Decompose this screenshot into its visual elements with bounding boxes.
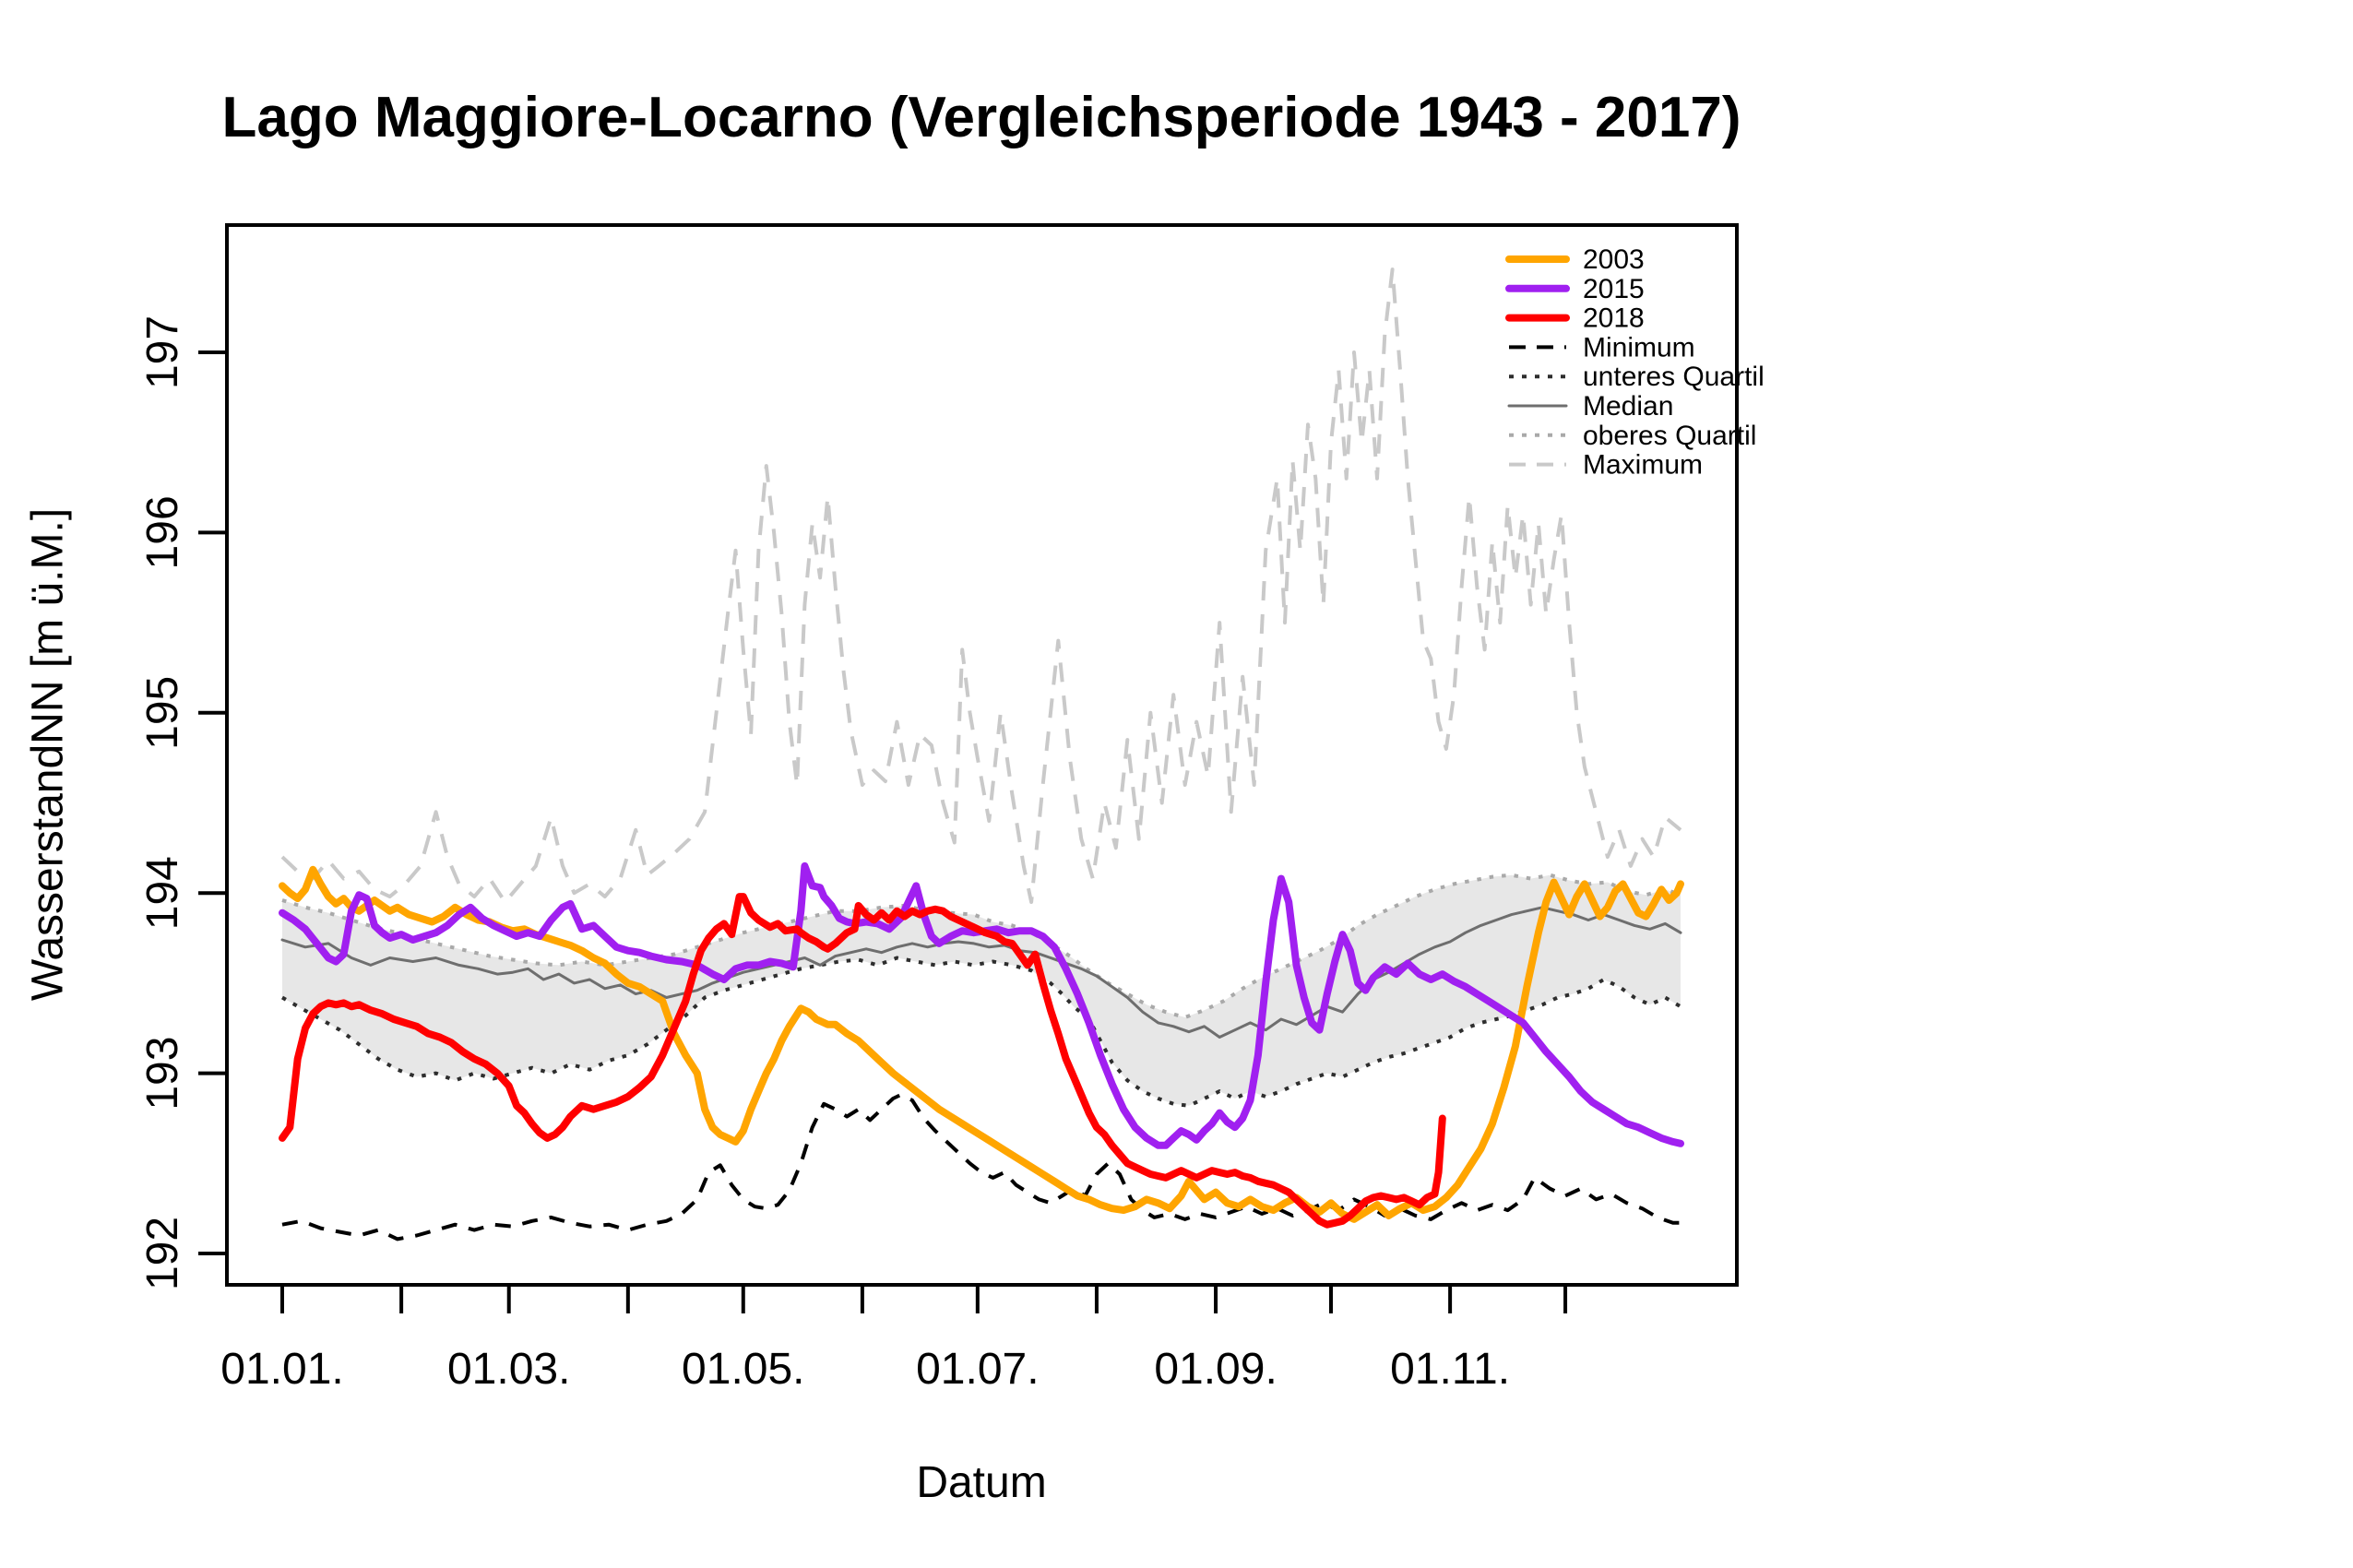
x-tick-label: 01.11.	[1390, 1345, 1510, 1394]
quartile-band	[282, 874, 1681, 1106]
legend-label: Median	[1583, 391, 1673, 422]
legend-label: Minimum	[1583, 332, 1695, 362]
plot-box	[225, 223, 1739, 1287]
legend-entry-oberes-quartil: oberes Quartil	[1509, 421, 1756, 451]
x-axis: 01.01. 01.03. 01.05. 01.07. 01.09. 01.11.	[220, 1285, 1568, 1394]
y-tick-label: 195	[138, 676, 187, 750]
x-axis-title: Datum	[916, 1458, 1047, 1507]
legend-entry-maximum: Maximum	[1509, 450, 1703, 481]
legend-label: unteres Quartil	[1583, 362, 1765, 392]
legend-label: Maximum	[1583, 450, 1703, 481]
y-tick-label: 193	[138, 1037, 187, 1111]
y-tick-label: 197	[138, 315, 187, 389]
legend-entry-2015: 2015	[1505, 274, 1645, 304]
series-line-oberes-quartil	[281, 873, 1682, 1019]
chart-title: Lago Maggiore-Locarno (Vergleichsperiode…	[221, 86, 1741, 149]
x-tick-label: 01.03.	[447, 1345, 570, 1394]
y-axis: 192 193 194 195 196 197	[138, 315, 227, 1290]
series-line-2015	[279, 861, 1684, 1149]
legend-label: 2015	[1583, 274, 1645, 304]
legend-entry-median: Median	[1507, 391, 1673, 422]
y-tick-label: 192	[138, 1217, 187, 1290]
legend-label: 2018	[1583, 303, 1645, 334]
series-line-2018	[279, 893, 1446, 1229]
x-tick-label: 01.01.	[220, 1345, 343, 1394]
legend-entry-2018: 2018	[1505, 303, 1645, 334]
legend-entry-unteres-quartil: unteres Quartil	[1509, 362, 1765, 392]
x-tick-label: 01.09.	[1154, 1345, 1277, 1394]
legend-entry-2003: 2003	[1505, 244, 1645, 275]
series-line-maximum	[280, 267, 1682, 904]
x-tick-label: 01.05.	[682, 1345, 804, 1394]
series-line-minimum	[281, 1093, 1681, 1241]
y-tick-label: 194	[138, 856, 187, 930]
series-line-unteres-quartil	[281, 956, 1682, 1108]
legend-label: 2003	[1583, 244, 1645, 275]
x-tick-label: 01.07.	[916, 1345, 1039, 1394]
y-tick-label: 196	[138, 495, 187, 569]
legend-label: oberes Quartil	[1583, 421, 1756, 451]
legend-entry-minimum: Minimum	[1509, 332, 1695, 362]
